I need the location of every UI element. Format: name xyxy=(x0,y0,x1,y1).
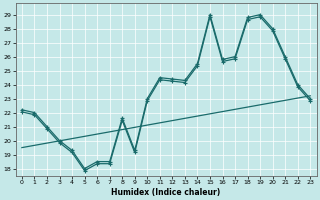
X-axis label: Humidex (Indice chaleur): Humidex (Indice chaleur) xyxy=(111,188,221,197)
